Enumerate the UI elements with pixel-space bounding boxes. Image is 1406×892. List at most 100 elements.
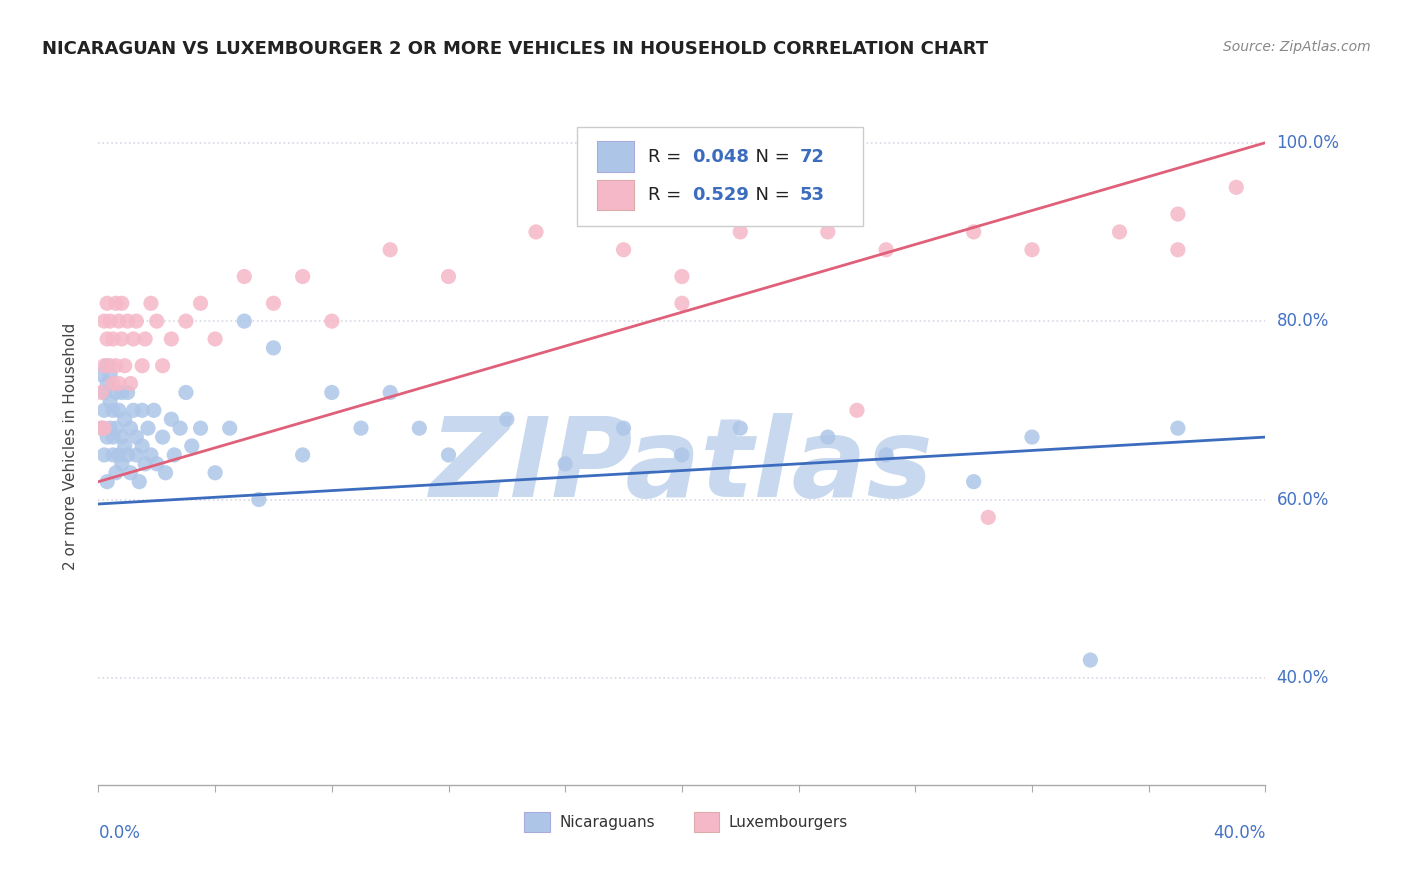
Text: Source: ZipAtlas.com: Source: ZipAtlas.com xyxy=(1223,40,1371,54)
Point xyxy=(120,466,142,480)
Point xyxy=(1167,421,1189,435)
Bar xyxy=(596,180,634,211)
Point xyxy=(96,376,118,391)
Point xyxy=(96,430,118,444)
Point xyxy=(437,448,460,462)
Text: 80.0%: 80.0% xyxy=(1277,312,1329,330)
Point xyxy=(730,225,752,239)
Point xyxy=(104,466,127,480)
Point xyxy=(1021,787,1043,801)
Point xyxy=(104,421,127,435)
Point xyxy=(180,439,202,453)
Point xyxy=(875,243,897,257)
Point xyxy=(977,510,1000,524)
Point xyxy=(1080,653,1102,667)
Point xyxy=(104,296,127,310)
Point xyxy=(90,421,112,435)
Point xyxy=(114,359,136,373)
Point xyxy=(120,376,142,391)
Text: 72: 72 xyxy=(800,147,825,166)
Point xyxy=(98,394,121,409)
Point xyxy=(321,385,343,400)
Point xyxy=(160,412,183,426)
Point xyxy=(190,421,212,435)
Point xyxy=(111,430,134,444)
Text: 40.0%: 40.0% xyxy=(1277,669,1329,687)
Point xyxy=(98,421,121,435)
Point xyxy=(496,412,519,426)
Point xyxy=(817,430,839,444)
Point xyxy=(817,225,839,239)
Point xyxy=(146,314,169,328)
Point xyxy=(122,403,145,417)
Point xyxy=(1021,243,1043,257)
Point xyxy=(131,359,153,373)
Bar xyxy=(596,141,634,172)
Point xyxy=(846,403,869,417)
Point xyxy=(98,368,121,382)
Bar xyxy=(524,812,550,832)
Point xyxy=(93,359,115,373)
Point xyxy=(98,314,121,328)
Point xyxy=(190,296,212,310)
Point xyxy=(93,314,115,328)
Point xyxy=(111,296,134,310)
Text: 60.0%: 60.0% xyxy=(1277,491,1329,508)
Point xyxy=(152,359,174,373)
Point xyxy=(108,403,131,417)
Text: 40.0%: 40.0% xyxy=(1213,824,1265,842)
Point xyxy=(104,385,127,400)
Point xyxy=(108,376,131,391)
Y-axis label: 2 or more Vehicles in Household: 2 or more Vehicles in Household xyxy=(63,322,77,570)
Point xyxy=(93,421,115,435)
Point xyxy=(204,466,226,480)
Point xyxy=(155,466,177,480)
Point xyxy=(671,269,693,284)
Point xyxy=(152,430,174,444)
Text: R =: R = xyxy=(648,147,688,166)
Point xyxy=(131,403,153,417)
Point xyxy=(125,448,148,462)
Point xyxy=(350,421,373,435)
Point xyxy=(90,368,112,382)
Point xyxy=(108,448,131,462)
Point xyxy=(1167,243,1189,257)
Text: 0.048: 0.048 xyxy=(692,147,749,166)
Point xyxy=(174,385,197,400)
Point xyxy=(1021,430,1043,444)
Point xyxy=(96,332,118,346)
Point xyxy=(380,385,402,400)
Point xyxy=(96,359,118,373)
Text: 0.0%: 0.0% xyxy=(98,824,141,842)
Text: Luxembourgers: Luxembourgers xyxy=(728,814,848,830)
Point xyxy=(96,475,118,489)
Point xyxy=(101,448,124,462)
Point xyxy=(671,448,693,462)
Text: NICARAGUAN VS LUXEMBOURGER 2 OR MORE VEHICLES IN HOUSEHOLD CORRELATION CHART: NICARAGUAN VS LUXEMBOURGER 2 OR MORE VEH… xyxy=(42,40,988,58)
Point xyxy=(612,243,634,257)
Point xyxy=(408,421,430,435)
Point xyxy=(117,314,139,328)
Point xyxy=(139,296,162,310)
Point xyxy=(104,359,127,373)
Point xyxy=(93,403,115,417)
Text: 0.529: 0.529 xyxy=(692,186,749,204)
Point xyxy=(962,475,984,489)
Text: ZIPatlas: ZIPatlas xyxy=(430,413,934,520)
Point xyxy=(1167,207,1189,221)
Point xyxy=(114,439,136,453)
Point xyxy=(108,314,131,328)
Point xyxy=(111,332,134,346)
Point xyxy=(671,296,693,310)
Point xyxy=(120,421,142,435)
Point xyxy=(134,457,156,471)
Point xyxy=(262,341,284,355)
Point xyxy=(134,332,156,346)
Point xyxy=(114,412,136,426)
Point xyxy=(163,448,186,462)
Point xyxy=(90,421,112,435)
Point xyxy=(131,439,153,453)
Point xyxy=(90,385,112,400)
Point xyxy=(136,421,159,435)
Point xyxy=(101,430,124,444)
